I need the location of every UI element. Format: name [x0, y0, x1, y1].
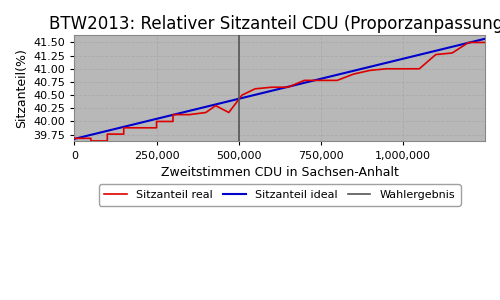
Title: BTW2013: Relativer Sitzanteil CDU (Proporzanpassung): BTW2013: Relativer Sitzanteil CDU (Propo… — [50, 15, 500, 33]
X-axis label: Zweitstimmen CDU in Sachsen-Anhalt: Zweitstimmen CDU in Sachsen-Anhalt — [161, 166, 398, 179]
Legend: Sitzanteil real, Sitzanteil ideal, Wahlergebnis: Sitzanteil real, Sitzanteil ideal, Wahle… — [99, 184, 461, 206]
Y-axis label: Sitzanteil(%): Sitzanteil(%) — [15, 48, 28, 128]
